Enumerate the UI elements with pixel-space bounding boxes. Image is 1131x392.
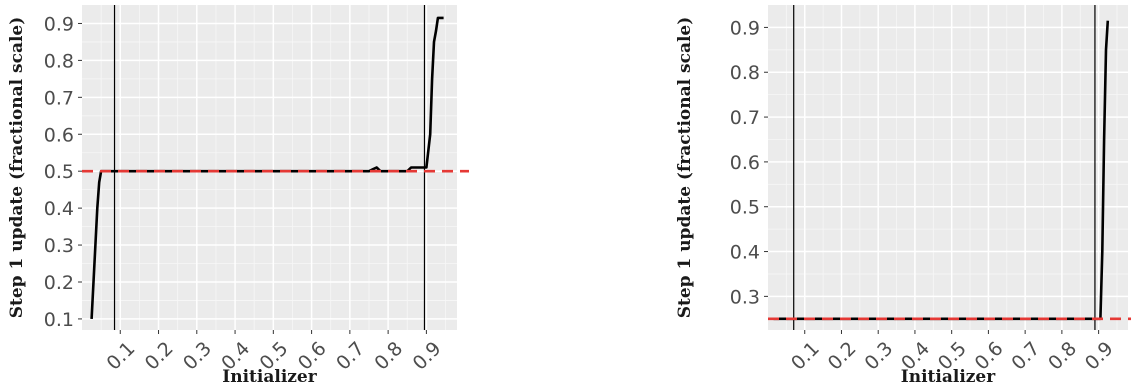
x-tick-label: 0.9: [1081, 338, 1118, 375]
x-axis-title: Initializer: [222, 367, 317, 387]
y-tick-label: 0.7: [730, 107, 760, 129]
y-tick-label: 0.5: [730, 197, 760, 219]
y-axis-title: Step 1 update (fractional scale): [7, 17, 27, 319]
y-tick-label: 0.4: [730, 242, 760, 264]
plot-panel: [768, 5, 1128, 330]
x-tick-label: 0.2: [141, 338, 178, 375]
y-tick-label: 0.8: [44, 50, 74, 72]
chart-right: 0.30.40.50.60.70.80.90.1 0.2 0.3 0.4 0.5 0.6 0…: [675, 5, 1131, 387]
y-tick-label: 0.4: [44, 198, 74, 220]
x-tick-label: 0.1: [787, 338, 824, 375]
x-axis-title: Initializer: [901, 367, 996, 387]
x-tick-label: 0.2: [824, 338, 861, 375]
x-tick-label: 0.7: [1007, 338, 1044, 375]
y-tick-label: 0.6: [44, 124, 74, 146]
y-tick-label: 0.9: [730, 17, 760, 39]
x-tick-label: 0.1: [102, 338, 139, 375]
series-line: [90, 16, 444, 319]
x-tick-label: 0.9: [409, 338, 446, 375]
y-tick-label: 0.3: [730, 286, 760, 308]
y-tick-label: 0.9: [44, 13, 74, 35]
x-tick-label: 0.3: [179, 338, 216, 375]
y-tick-label: 0.3: [44, 235, 74, 257]
y-tick-label: 0.2: [44, 272, 74, 294]
x-tick-label: 0.7: [332, 338, 369, 375]
chart-left: 0.10.20.30.40.50.60.70.80.90.1 0.2 0.3 0.4 0…: [7, 5, 469, 387]
y-tick-label: 0.1: [44, 309, 74, 331]
y-tick-label: 0.8: [730, 62, 760, 84]
x-tick-label: 0.8: [370, 338, 407, 375]
y-tick-label: 0.5: [44, 161, 74, 183]
x-tick-label: 0.3: [860, 338, 897, 375]
y-axis-title: Step 1 update (fractional scale): [675, 17, 695, 319]
y-tick-label: 0.6: [730, 152, 760, 174]
x-tick-label: 0.8: [1044, 338, 1081, 375]
plot-panel: [82, 5, 457, 330]
y-tick-label: 0.7: [44, 87, 74, 109]
